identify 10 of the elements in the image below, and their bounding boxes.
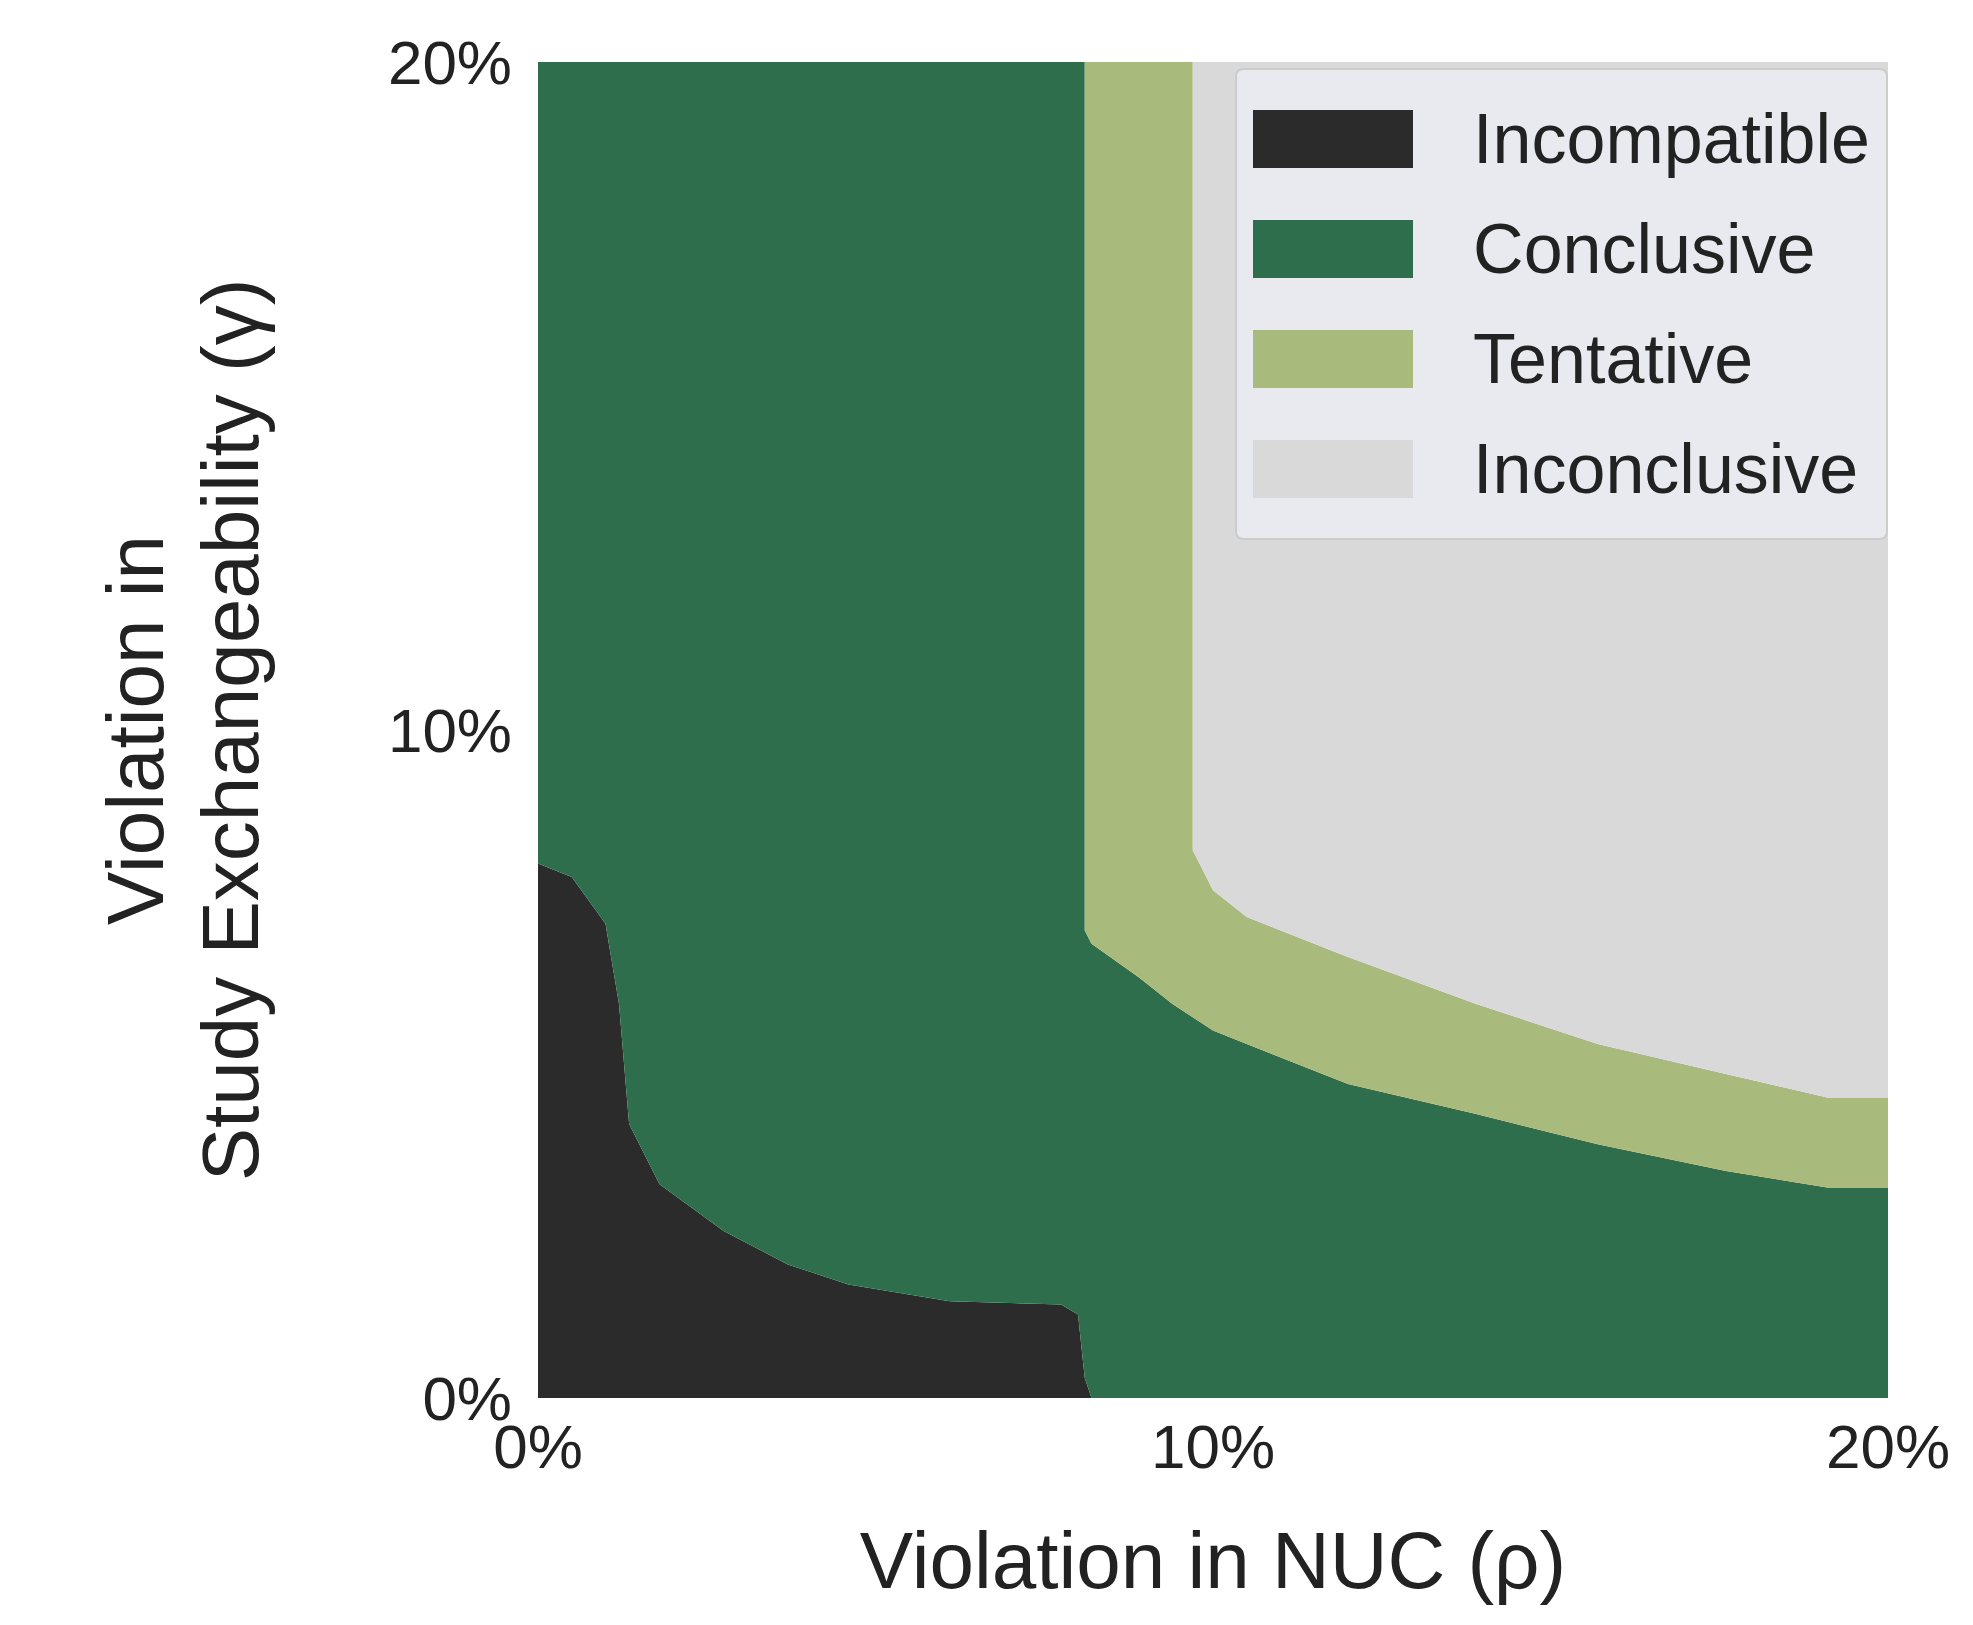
legend-label: Inconclusive: [1473, 429, 1859, 509]
legend-label: Tentative: [1473, 319, 1754, 399]
legend-label: Incompatible: [1473, 99, 1870, 179]
y-axis-title: Violation in Study Exchangeability (γ): [91, 278, 275, 1182]
y-tick-label: 10%: [387, 696, 512, 766]
x-tick-label: 20%: [1825, 1412, 1951, 1482]
y-tick-label: 20%: [387, 28, 512, 98]
legend-label: Conclusive: [1473, 209, 1816, 289]
x-axis-title: Violation in NUC (ρ): [859, 1516, 1567, 1605]
x-tick-label: 10%: [1150, 1412, 1276, 1482]
